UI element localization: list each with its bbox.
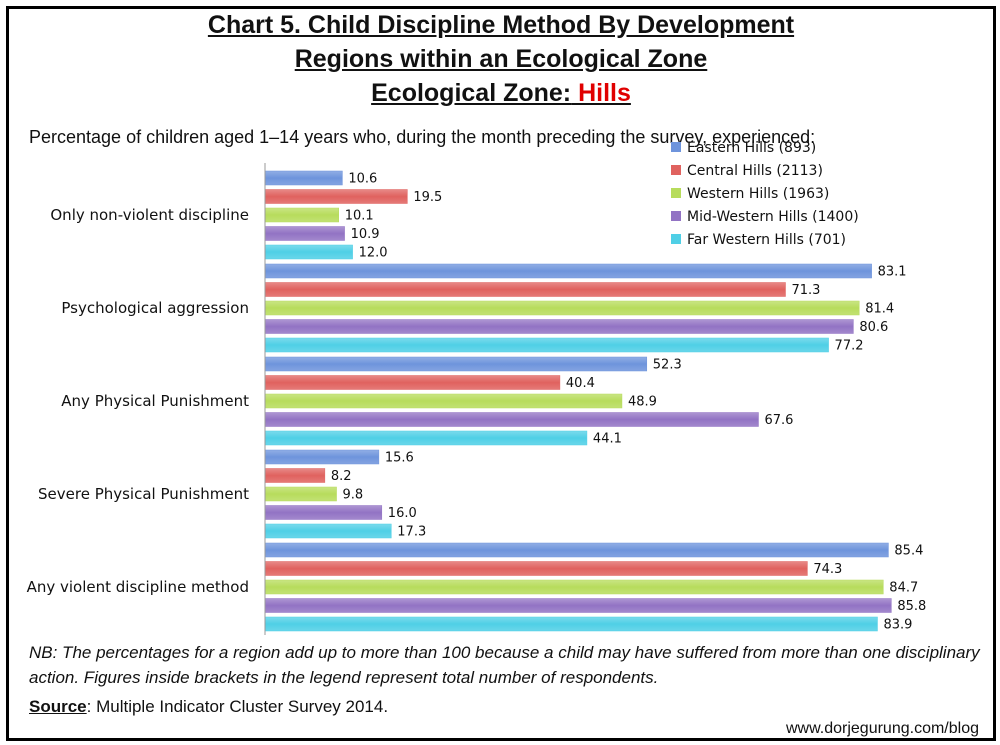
- bar: [264, 393, 623, 409]
- bar: [264, 207, 339, 223]
- bar-value-label: 16.0: [388, 506, 417, 521]
- bar-value-label: 84.7: [889, 581, 918, 596]
- bar: [264, 263, 872, 279]
- legend-label: Eastern Hills (893): [687, 140, 816, 156]
- bar: [264, 189, 408, 204]
- legend-label: Central Hills (2113): [687, 163, 823, 179]
- legend-label: Far Western Hills (701): [687, 232, 846, 248]
- bar: [264, 505, 383, 520]
- bar-value-label: 81.4: [865, 302, 894, 317]
- chart-subtitle: Percentage of children aged 1–14 years w…: [29, 127, 816, 147]
- source-text: : Multiple Indicator Cluster Survey 2014…: [86, 697, 389, 716]
- bar-value-label: 83.9: [883, 618, 912, 633]
- category-label: Any Physical Punishment: [61, 392, 249, 410]
- bar-value-label: 10.6: [348, 172, 377, 187]
- category-label: Any violent discipline method: [27, 578, 249, 596]
- bar: [264, 542, 889, 558]
- bar-value-label: 15.6: [385, 451, 414, 466]
- bar-value-label: 77.2: [835, 339, 864, 354]
- legend-swatch: [671, 211, 681, 221]
- bar-value-label: 10.9: [351, 227, 380, 242]
- bar: [264, 430, 588, 446]
- bar-value-label: 40.4: [566, 376, 595, 391]
- bar: [264, 561, 808, 576]
- bar-value-label: 52.3: [653, 358, 682, 373]
- bar: [264, 486, 337, 502]
- source-line: Source: Multiple Indicator Cluster Surve…: [29, 697, 388, 717]
- bar-value-label: 8.2: [331, 469, 352, 484]
- category-label: Only non-violent discipline: [50, 206, 249, 224]
- bar-value-label: 83.1: [878, 265, 907, 280]
- bar: [264, 449, 380, 465]
- legend-swatch: [671, 234, 681, 244]
- bar-value-label: 17.3: [397, 525, 426, 540]
- bar-value-label: 12.0: [359, 246, 388, 261]
- chart-title-line-2: Regions within an Ecological Zone: [294, 45, 708, 73]
- bar: [264, 356, 648, 372]
- chart-frame: Chart 5. Child Discipline Method By Deve…: [6, 6, 996, 741]
- bar-value-label: 19.5: [413, 190, 442, 205]
- bar: [264, 598, 892, 613]
- bar: [264, 226, 345, 241]
- bar: [264, 579, 884, 595]
- bar-value-label: 80.6: [859, 320, 888, 335]
- bar: [264, 319, 854, 334]
- legend-swatch: [671, 142, 681, 152]
- bar: [264, 375, 561, 390]
- bar-value-label: 85.8: [897, 599, 926, 614]
- ecological-zone-label: Ecological Zone:: [371, 79, 572, 107]
- bar: [264, 468, 326, 483]
- category-label: Severe Physical Punishment: [38, 485, 249, 503]
- footnote: NB: The percentages for a region add up …: [29, 643, 980, 687]
- bar-value-label: 10.1: [345, 209, 374, 224]
- bar-value-label: 74.3: [813, 562, 842, 577]
- ecological-zone-value: Hills: [571, 79, 631, 107]
- website-credit: www.dorjegurung.com/blog: [786, 720, 979, 737]
- bar: [264, 282, 786, 297]
- category-label: Psychological aggression: [61, 299, 249, 317]
- legend-label: Mid-Western Hills (1400): [687, 209, 859, 225]
- bar: [264, 412, 759, 427]
- bar-value-label: 71.3: [791, 283, 820, 298]
- legend-swatch: [671, 165, 681, 175]
- bar: [264, 300, 860, 316]
- bar-value-label: 67.6: [764, 413, 793, 428]
- bar-chart: Only non-violent discipline 10.6 19.5 10.1 1…: [27, 140, 926, 635]
- legend-label: Western Hills (1963): [687, 186, 829, 202]
- bar: [264, 244, 353, 260]
- bar: [264, 523, 392, 539]
- chart-title-line-3: Ecological Zone: Hills: [9, 79, 993, 108]
- bar-value-label: 9.8: [343, 488, 364, 503]
- bar-value-label: 44.1: [593, 432, 622, 447]
- bar: [264, 170, 343, 186]
- bar: [264, 337, 829, 353]
- legend-swatch: [671, 188, 681, 198]
- source-label: Source: [29, 697, 87, 716]
- bar: [264, 616, 878, 632]
- bar-value-label: 48.9: [628, 395, 657, 410]
- chart-title-line-1: Chart 5. Child Discipline Method By Deve…: [207, 11, 795, 39]
- bar-value-label: 85.4: [894, 544, 923, 559]
